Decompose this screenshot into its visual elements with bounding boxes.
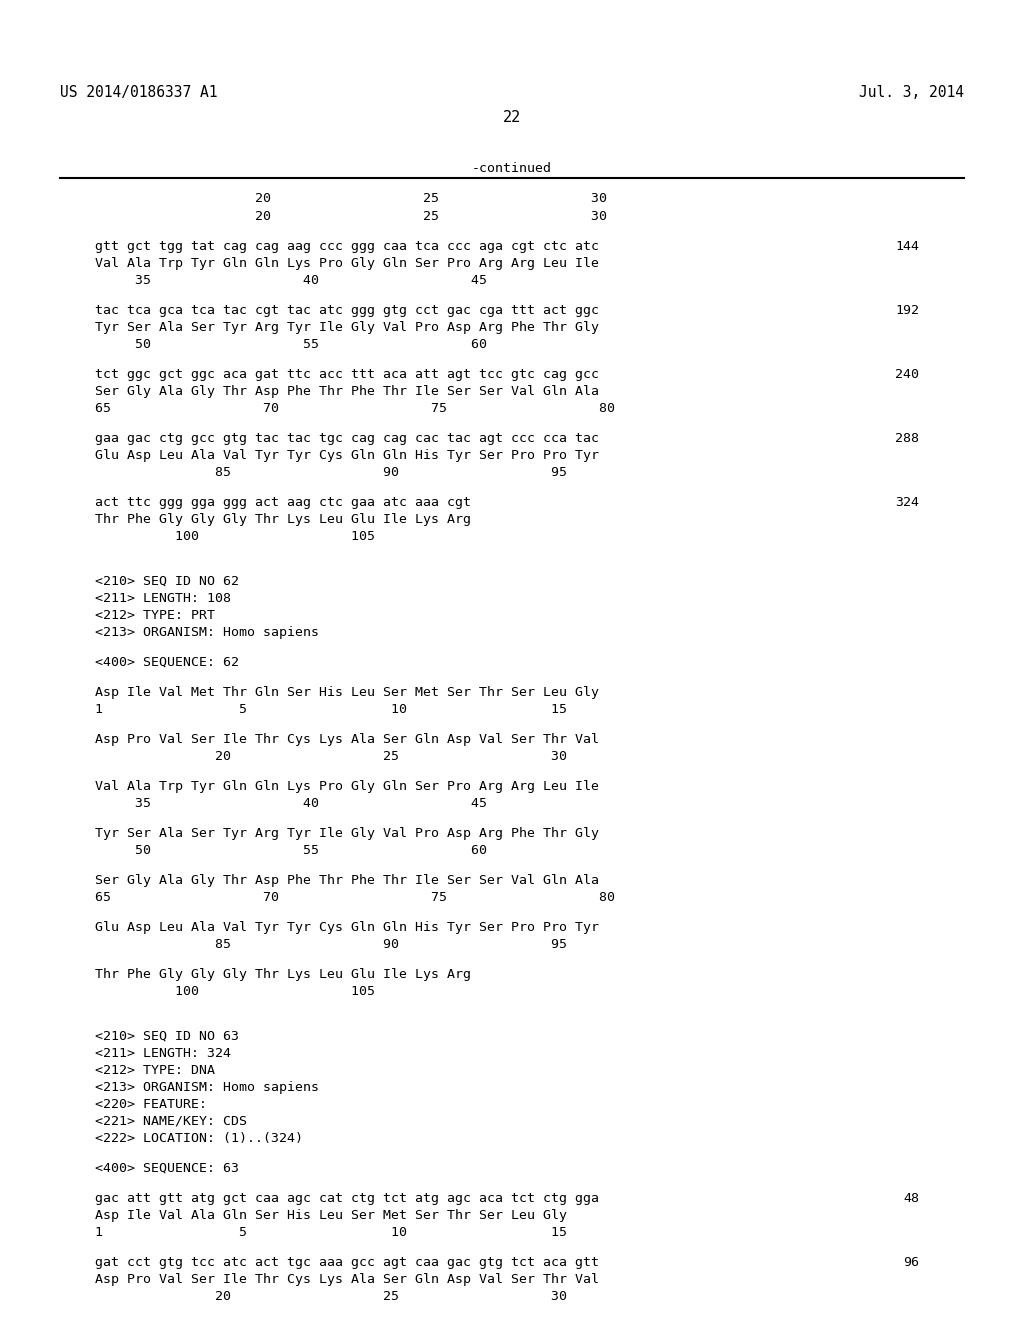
- Text: <211> LENGTH: 108: <211> LENGTH: 108: [95, 591, 231, 605]
- Text: Thr Phe Gly Gly Gly Thr Lys Leu Glu Ile Lys Arg: Thr Phe Gly Gly Gly Thr Lys Leu Glu Ile …: [95, 968, 471, 981]
- Text: act ttc ggg gga ggg act aag ctc gaa atc aaa cgt: act ttc ggg gga ggg act aag ctc gaa atc …: [95, 496, 471, 510]
- Text: tct ggc gct ggc aca gat ttc acc ttt aca att agt tcc gtc cag gcc: tct ggc gct ggc aca gat ttc acc ttt aca …: [95, 368, 599, 381]
- Text: 1                 5                  10                  15: 1 5 10 15: [95, 704, 567, 715]
- Text: Tyr Ser Ala Ser Tyr Arg Tyr Ile Gly Val Pro Asp Arg Phe Thr Gly: Tyr Ser Ala Ser Tyr Arg Tyr Ile Gly Val …: [95, 321, 599, 334]
- Text: <213> ORGANISM: Homo sapiens: <213> ORGANISM: Homo sapiens: [95, 626, 319, 639]
- Text: 324: 324: [895, 496, 919, 510]
- Text: Val Ala Trp Tyr Gln Gln Lys Pro Gly Gln Ser Pro Arg Arg Leu Ile: Val Ala Trp Tyr Gln Gln Lys Pro Gly Gln …: [95, 257, 599, 271]
- Text: 100                   105: 100 105: [95, 985, 375, 998]
- Text: Ser Gly Ala Gly Thr Asp Phe Thr Phe Thr Ile Ser Ser Val Gln Ala: Ser Gly Ala Gly Thr Asp Phe Thr Phe Thr …: [95, 874, 599, 887]
- Text: <400> SEQUENCE: 63: <400> SEQUENCE: 63: [95, 1162, 239, 1175]
- Text: 65                   70                   75                   80: 65 70 75 80: [95, 403, 615, 414]
- Text: 1                 5                  10                  15: 1 5 10 15: [95, 1226, 567, 1239]
- Text: US 2014/0186337 A1: US 2014/0186337 A1: [60, 84, 217, 100]
- Text: -continued: -continued: [472, 162, 552, 176]
- Text: <212> TYPE: PRT: <212> TYPE: PRT: [95, 609, 215, 622]
- Text: 50                   55                   60: 50 55 60: [95, 338, 487, 351]
- Text: Asp Ile Val Ala Gln Ser His Leu Ser Met Ser Thr Ser Leu Gly: Asp Ile Val Ala Gln Ser His Leu Ser Met …: [95, 1209, 567, 1222]
- Text: <213> ORGANISM: Homo sapiens: <213> ORGANISM: Homo sapiens: [95, 1081, 319, 1094]
- Text: Asp Pro Val Ser Ile Thr Cys Lys Ala Ser Gln Asp Val Ser Thr Val: Asp Pro Val Ser Ile Thr Cys Lys Ala Ser …: [95, 1272, 599, 1286]
- Text: <210> SEQ ID NO 62: <210> SEQ ID NO 62: [95, 576, 239, 587]
- Text: 20                   25                   30: 20 25 30: [95, 750, 567, 763]
- Text: gaa gac ctg gcc gtg tac tac tgc cag cag cac tac agt ccc cca tac: gaa gac ctg gcc gtg tac tac tgc cag cag …: [95, 432, 599, 445]
- Text: 48: 48: [903, 1192, 919, 1205]
- Text: 85                   90                   95: 85 90 95: [95, 466, 567, 479]
- Text: 144: 144: [895, 240, 919, 253]
- Text: tac tca gca tca tac cgt tac atc ggg gtg cct gac cga ttt act ggc: tac tca gca tca tac cgt tac atc ggg gtg …: [95, 304, 599, 317]
- Text: 50                   55                   60: 50 55 60: [95, 843, 487, 857]
- Text: Thr Phe Gly Gly Gly Thr Lys Leu Glu Ile Lys Arg: Thr Phe Gly Gly Gly Thr Lys Leu Glu Ile …: [95, 513, 471, 525]
- Text: Asp Pro Val Ser Ile Thr Cys Lys Ala Ser Gln Asp Val Ser Thr Val: Asp Pro Val Ser Ile Thr Cys Lys Ala Ser …: [95, 733, 599, 746]
- Text: Ser Gly Ala Gly Thr Asp Phe Thr Phe Thr Ile Ser Ser Val Gln Ala: Ser Gly Ala Gly Thr Asp Phe Thr Phe Thr …: [95, 385, 599, 399]
- Text: Val Ala Trp Tyr Gln Gln Lys Pro Gly Gln Ser Pro Arg Arg Leu Ile: Val Ala Trp Tyr Gln Gln Lys Pro Gly Gln …: [95, 780, 599, 793]
- Text: Glu Asp Leu Ala Val Tyr Tyr Cys Gln Gln His Tyr Ser Pro Pro Tyr: Glu Asp Leu Ala Val Tyr Tyr Cys Gln Gln …: [95, 921, 599, 935]
- Text: 20                   25                   30: 20 25 30: [95, 1290, 567, 1303]
- Text: Glu Asp Leu Ala Val Tyr Tyr Cys Gln Gln His Tyr Ser Pro Pro Tyr: Glu Asp Leu Ala Val Tyr Tyr Cys Gln Gln …: [95, 449, 599, 462]
- Text: 85                   90                   95: 85 90 95: [95, 939, 567, 950]
- Text: <400> SEQUENCE: 62: <400> SEQUENCE: 62: [95, 656, 239, 669]
- Text: Asp Ile Val Met Thr Gln Ser His Leu Ser Met Ser Thr Ser Leu Gly: Asp Ile Val Met Thr Gln Ser His Leu Ser …: [95, 686, 599, 700]
- Text: <212> TYPE: DNA: <212> TYPE: DNA: [95, 1064, 215, 1077]
- Text: 35                   40                   45: 35 40 45: [95, 275, 487, 286]
- Text: 20                   25                   30: 20 25 30: [95, 210, 607, 223]
- Text: <222> LOCATION: (1)..(324): <222> LOCATION: (1)..(324): [95, 1133, 303, 1144]
- Text: gat cct gtg tcc atc act tgc aaa gcc agt caa gac gtg tct aca gtt: gat cct gtg tcc atc act tgc aaa gcc agt …: [95, 1257, 599, 1269]
- Text: 240: 240: [895, 368, 919, 381]
- Text: <210> SEQ ID NO 63: <210> SEQ ID NO 63: [95, 1030, 239, 1043]
- Text: Jul. 3, 2014: Jul. 3, 2014: [859, 84, 964, 100]
- Text: 96: 96: [903, 1257, 919, 1269]
- Text: <211> LENGTH: 324: <211> LENGTH: 324: [95, 1047, 231, 1060]
- Text: 192: 192: [895, 304, 919, 317]
- Text: 20                   25                   30: 20 25 30: [95, 191, 607, 205]
- Text: 22: 22: [503, 110, 521, 125]
- Text: Tyr Ser Ala Ser Tyr Arg Tyr Ile Gly Val Pro Asp Arg Phe Thr Gly: Tyr Ser Ala Ser Tyr Arg Tyr Ile Gly Val …: [95, 828, 599, 840]
- Text: gtt gct tgg tat cag cag aag ccc ggg caa tca ccc aga cgt ctc atc: gtt gct tgg tat cag cag aag ccc ggg caa …: [95, 240, 599, 253]
- Text: 65                   70                   75                   80: 65 70 75 80: [95, 891, 615, 904]
- Text: gac att gtt atg gct caa agc cat ctg tct atg agc aca tct ctg gga: gac att gtt atg gct caa agc cat ctg tct …: [95, 1192, 599, 1205]
- Text: 100                   105: 100 105: [95, 531, 375, 543]
- Text: 288: 288: [895, 432, 919, 445]
- Text: <220> FEATURE:: <220> FEATURE:: [95, 1098, 207, 1111]
- Text: 35                   40                   45: 35 40 45: [95, 797, 487, 810]
- Text: <221> NAME/KEY: CDS: <221> NAME/KEY: CDS: [95, 1115, 247, 1129]
